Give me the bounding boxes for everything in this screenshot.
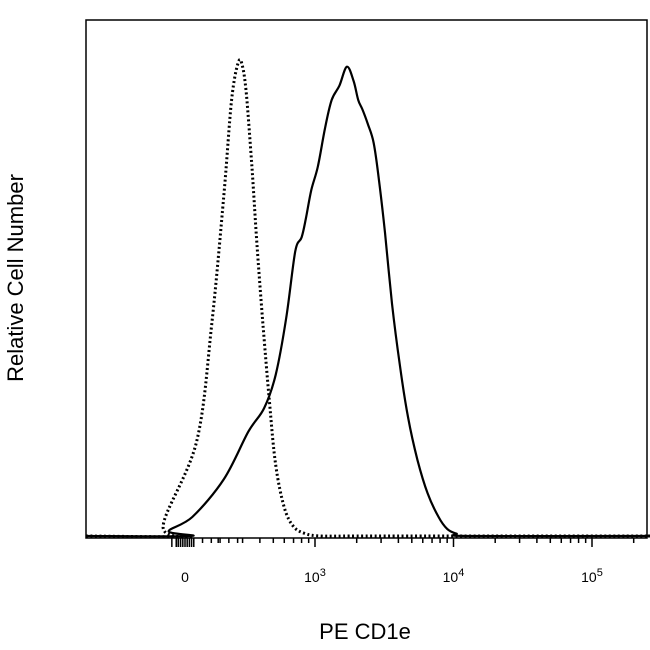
histogram-curves bbox=[85, 58, 650, 539]
x-axis-ticks bbox=[171, 538, 635, 547]
x-tick-label: 0 bbox=[181, 569, 189, 585]
x-axis-tick-labels: 0 103 104 105 bbox=[181, 567, 603, 585]
plot-frame bbox=[85, 19, 648, 539]
y-axis-label: Relative Cell Number bbox=[3, 174, 28, 382]
x-axis-label: PE CD1e bbox=[319, 619, 411, 644]
control-histogram-line bbox=[85, 58, 650, 539]
stained-histogram-line bbox=[85, 65, 650, 538]
x-tick-label: 104 bbox=[443, 567, 465, 585]
x-tick-label: 103 bbox=[304, 567, 326, 585]
x-tick-label: 105 bbox=[581, 567, 603, 585]
